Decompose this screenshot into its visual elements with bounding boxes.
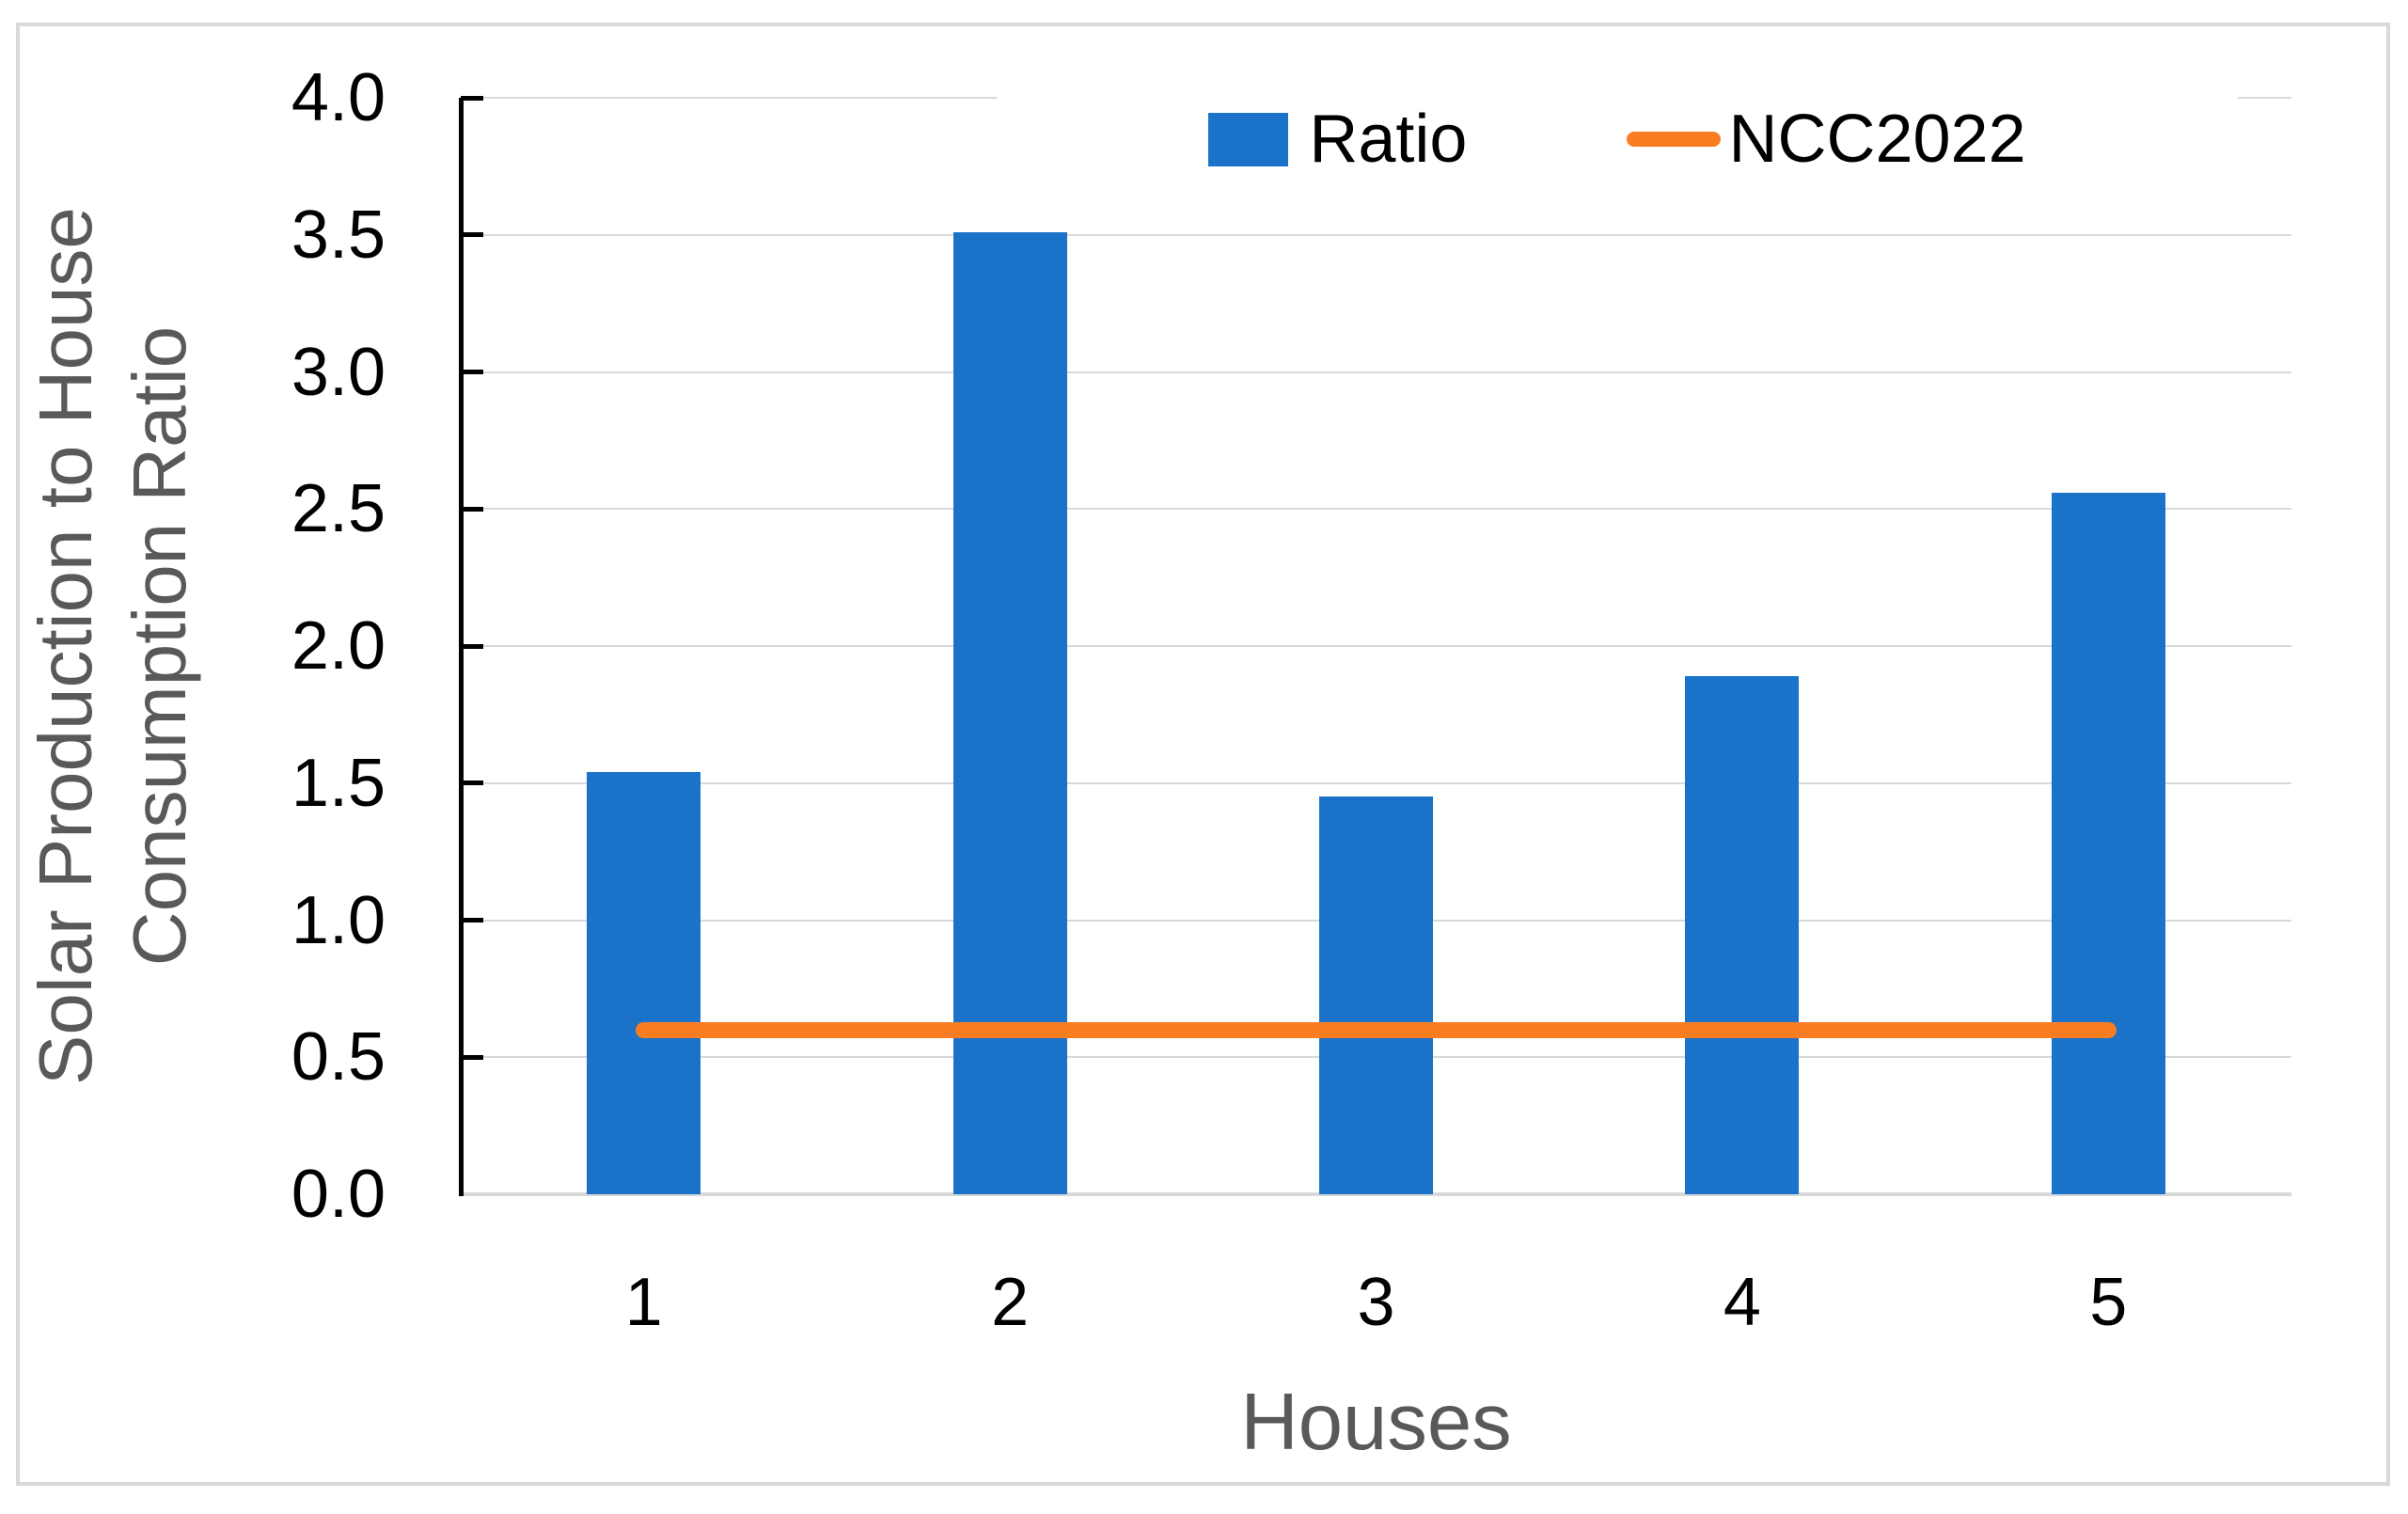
legend-label-ratio: Ratio <box>1309 102 1468 177</box>
gridline <box>461 781 2291 784</box>
y-axis-title-line1: Solar Production to House <box>24 207 107 1085</box>
y-tick-label: 1.0 <box>291 882 386 958</box>
y-tick-label: 1.5 <box>291 745 386 821</box>
x-tick-label: 5 <box>2089 1265 2128 1340</box>
ncc2022-series-swatch-icon <box>1627 132 1722 147</box>
x-tick-label: 4 <box>1723 1265 1761 1340</box>
y-axis-tick-mark <box>461 232 483 238</box>
bar-house-3 <box>1319 796 1433 1194</box>
bar-house-1 <box>587 772 701 1194</box>
gridline <box>461 508 2291 511</box>
y-tick-label: 3.0 <box>291 334 386 410</box>
y-axis-title-line2: Consumption Ratio <box>118 325 201 967</box>
chart-border-frame <box>16 23 2390 1486</box>
x-tick-label: 3 <box>1357 1265 1395 1340</box>
y-tick-label: 3.5 <box>291 197 386 273</box>
x-axis-baseline <box>461 1192 2291 1196</box>
legend: Ratio NCC2022 <box>997 87 2238 192</box>
y-axis-title: Solar Production to House Consumption Ra… <box>19 98 207 1194</box>
x-axis-title: Houses <box>1240 1378 1512 1467</box>
gridline <box>461 645 2291 647</box>
legend-item-ratio: Ratio <box>1208 103 1467 175</box>
y-axis-tick-mark <box>461 370 483 374</box>
bar-house-5 <box>2051 492 2165 1194</box>
y-axis-tick-mark <box>461 1054 483 1060</box>
plot-area <box>459 95 2291 1196</box>
y-axis-tick-mark <box>461 95 483 101</box>
legend-label-ncc2022: NCC2022 <box>1728 102 2026 177</box>
y-axis-tick-mark <box>461 506 483 512</box>
y-tick-label: 2.5 <box>291 471 386 547</box>
bar-house-2 <box>952 231 1067 1194</box>
y-axis-tick-mark <box>461 643 483 649</box>
gridline <box>461 233 2291 236</box>
bar-house-4 <box>1685 676 1800 1194</box>
y-axis-tick-mark <box>461 781 483 786</box>
ncc2022-line <box>635 1021 2117 1038</box>
legend-item-ncc2022: NCC2022 <box>1627 102 2026 177</box>
y-tick-label: 0.5 <box>291 1019 386 1096</box>
gridline <box>461 371 2291 373</box>
y-tick-label: 4.0 <box>291 60 386 135</box>
ratio-series-swatch-icon <box>1208 112 1289 166</box>
x-tick-label: 1 <box>624 1265 663 1340</box>
y-tick-label: 2.0 <box>291 608 386 684</box>
y-tick-label: 0.0 <box>291 1157 386 1232</box>
y-axis-tick-mark <box>461 918 483 923</box>
x-tick-label: 2 <box>991 1265 1030 1340</box>
